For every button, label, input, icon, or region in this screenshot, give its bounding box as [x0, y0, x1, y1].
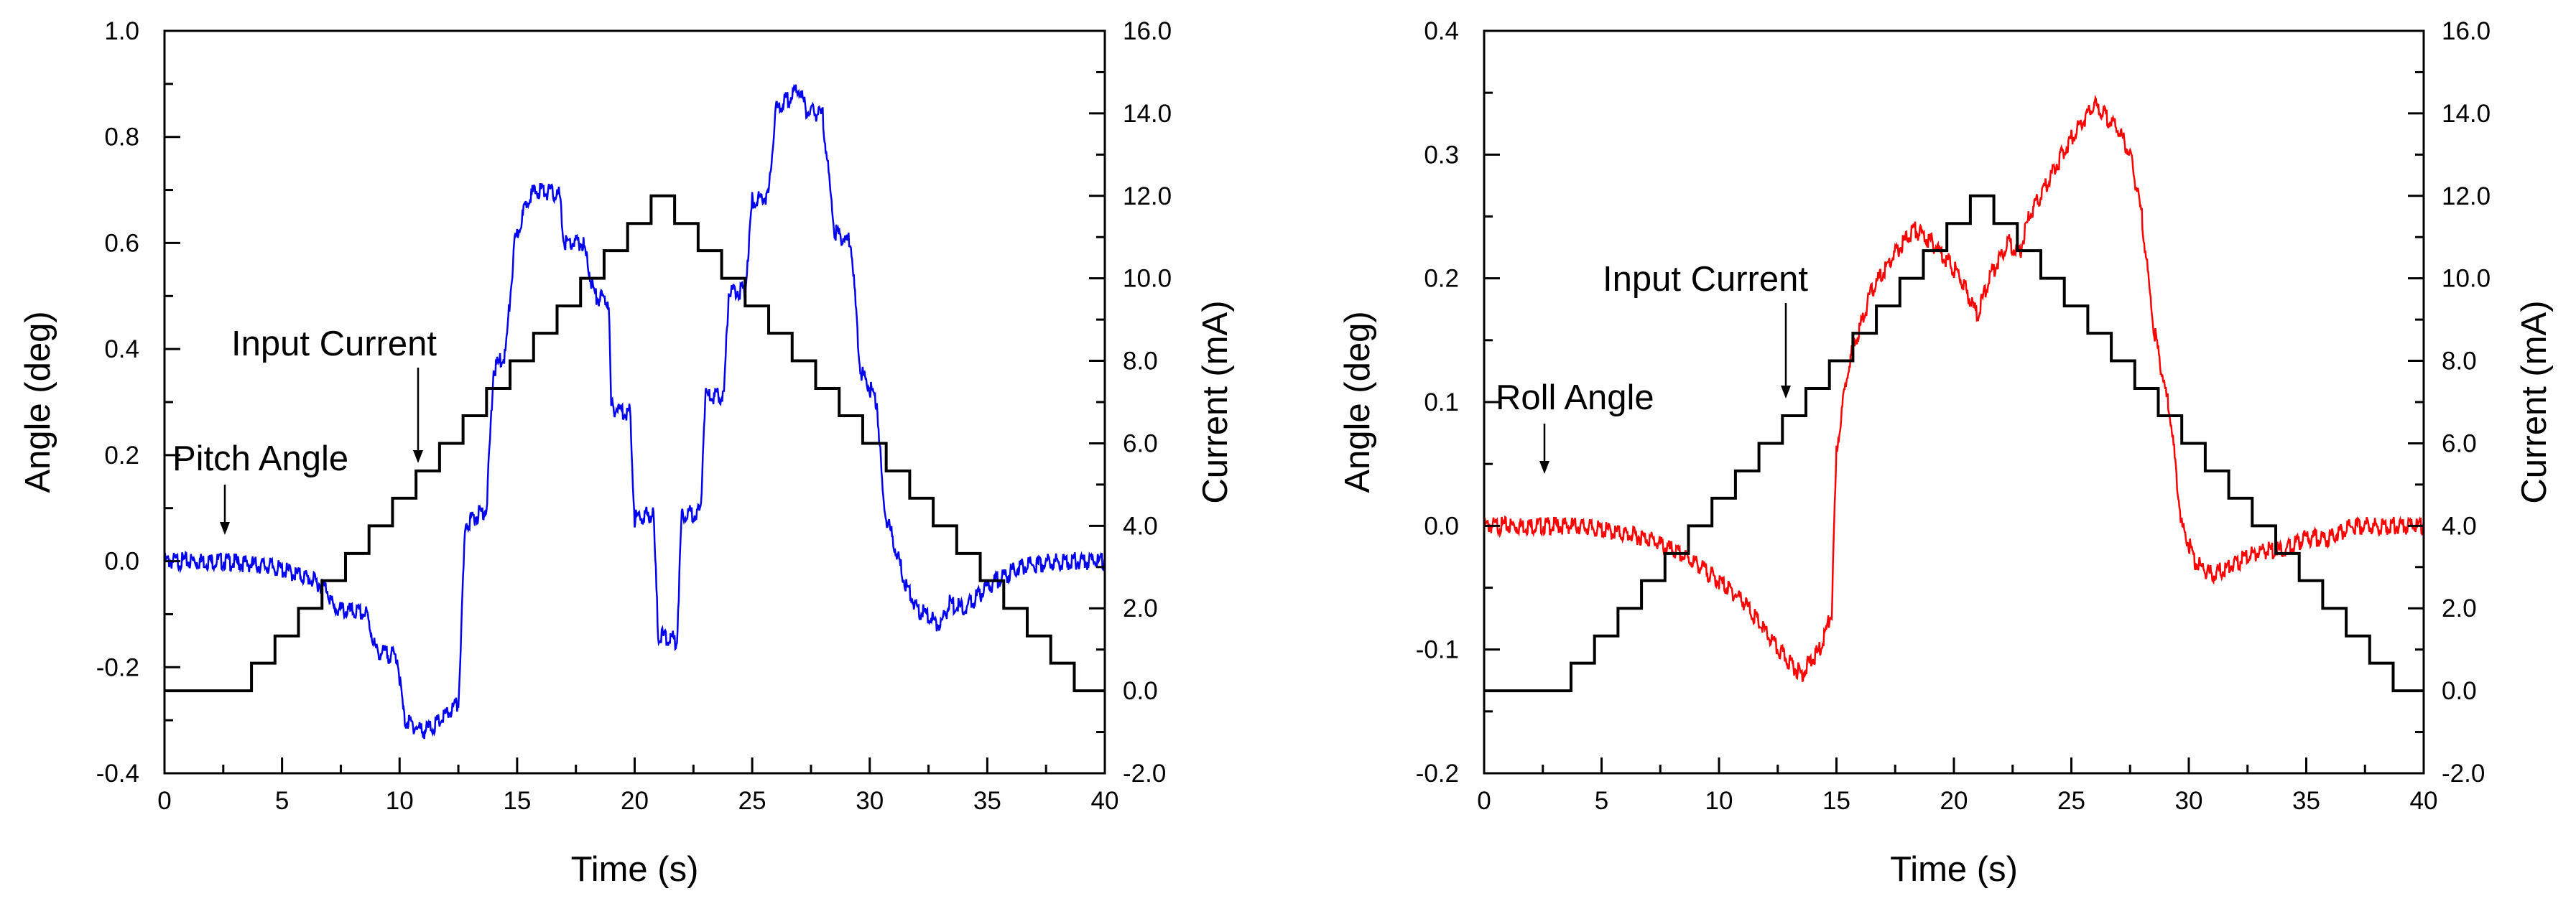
x-tick-label: 35 — [973, 787, 1001, 815]
y2-axis-title: Current (mA) — [1196, 300, 1235, 503]
y-tick-label: 0.2 — [104, 442, 139, 470]
x-tick-label: 15 — [1822, 787, 1850, 815]
series-line-pitch-angle — [165, 83, 1105, 740]
annotation-input-current: Input Current — [1603, 260, 1808, 299]
x-tick-label: 25 — [738, 787, 766, 815]
y2-axis-title: Current (mA) — [2515, 300, 2554, 503]
annotation-arrow-head — [1781, 386, 1791, 398]
y-tick-label: 0.2 — [1424, 265, 1459, 293]
y-tick-label: 0.0 — [1424, 512, 1459, 540]
y-tick-label: -0.1 — [1416, 636, 1459, 664]
x-tick-label: 25 — [2057, 787, 2085, 815]
y-tick-label: -0.2 — [1416, 760, 1459, 788]
x-tick-label: 30 — [2175, 787, 2203, 815]
y2-tick-label: -2.0 — [1123, 760, 1166, 788]
series-line-input-current — [1484, 194, 2424, 693]
y2-tick-label: 10.0 — [1123, 265, 1172, 293]
y2-tick-label: 14.0 — [2442, 100, 2491, 128]
y-tick-label: 0.0 — [104, 548, 139, 576]
x-tick-label: 20 — [621, 787, 649, 815]
y2-tick-label: 10.0 — [2442, 265, 2491, 293]
series-line-input-current — [165, 194, 1105, 693]
x-tick-label: 40 — [1091, 787, 1119, 815]
y2-tick-label: -2.0 — [2442, 760, 2485, 788]
annotation-roll-angle: Roll Angle — [1496, 378, 1654, 417]
y-tick-label: 0.6 — [104, 229, 139, 257]
y-axis-title: Angle (deg) — [1338, 311, 1377, 493]
y2-tick-label: 4.0 — [1123, 512, 1158, 540]
y2-tick-label: 2.0 — [2442, 594, 2477, 622]
pitch-chart: 0 5 10 15 20 25 30 35 40 -0.4 -0.2 0.0 0.2 0.4 0.6 0.8 1… — [19, 17, 1235, 889]
y2-tick-label: 8.0 — [1123, 348, 1158, 376]
x-axis-title: Time (s) — [571, 850, 699, 889]
annotation-arrow-head — [1539, 461, 1549, 474]
x-tick-label: 35 — [2292, 787, 2320, 815]
x-tick-label: 10 — [1705, 787, 1733, 815]
y-axis-title: Angle (deg) — [19, 311, 57, 493]
y-tick-label: 0.3 — [1424, 141, 1459, 169]
x-tick-label: 5 — [275, 787, 289, 815]
x-axis-title: Time (s) — [1890, 850, 2018, 889]
y-tick-label: 0.1 — [1424, 388, 1459, 416]
y-tick-label: 0.4 — [1424, 17, 1459, 45]
x-tick-label: 10 — [386, 787, 414, 815]
series-line-roll-angle — [1484, 95, 2424, 683]
y2-tick-label: 16.0 — [2442, 17, 2491, 45]
y2-tick-label: 6.0 — [1123, 429, 1158, 457]
y-tick-label: 0.8 — [104, 123, 139, 151]
roll-chart: 0 5 10 15 20 25 30 35 40 -0.2 -0.1 0.0 0.1 0.2 0.3 0.4 -… — [1338, 17, 2554, 889]
y-tick-label: 0.4 — [104, 335, 139, 363]
annotation-arrow-head — [220, 522, 230, 535]
y2-tick-label: 2.0 — [1123, 594, 1158, 622]
annotation-pitch-angle: Pitch Angle — [172, 439, 348, 478]
y2-tick-label: 14.0 — [1123, 100, 1172, 128]
x-tick-label: 30 — [856, 787, 884, 815]
y2-tick-label: 16.0 — [1123, 17, 1172, 45]
annotation-arrow-head — [413, 450, 423, 463]
x-tick-label: 20 — [1940, 787, 1968, 815]
y2-tick-label: 12.0 — [2442, 182, 2491, 210]
y2-tick-label: 0.0 — [2442, 677, 2477, 705]
y-tick-label: -0.2 — [96, 653, 139, 681]
y2-tick-label: 0.0 — [1123, 677, 1158, 705]
x-tick-label: 0 — [1477, 787, 1491, 815]
plot-frame — [163, 29, 1106, 775]
y2-tick-label: 8.0 — [2442, 348, 2477, 376]
x-tick-label: 15 — [503, 787, 531, 815]
x-tick-label: 0 — [157, 787, 171, 815]
y-tick-label: 1.0 — [104, 17, 139, 45]
annotation-input-current: Input Current — [231, 325, 437, 363]
y2-tick-label: 12.0 — [1123, 182, 1172, 210]
y2-tick-label: 4.0 — [2442, 512, 2477, 540]
y2-tick-label: 6.0 — [2442, 429, 2477, 457]
y-tick-label: -0.4 — [96, 760, 139, 788]
x-tick-label: 40 — [2410, 787, 2438, 815]
x-tick-label: 5 — [1595, 787, 1608, 815]
